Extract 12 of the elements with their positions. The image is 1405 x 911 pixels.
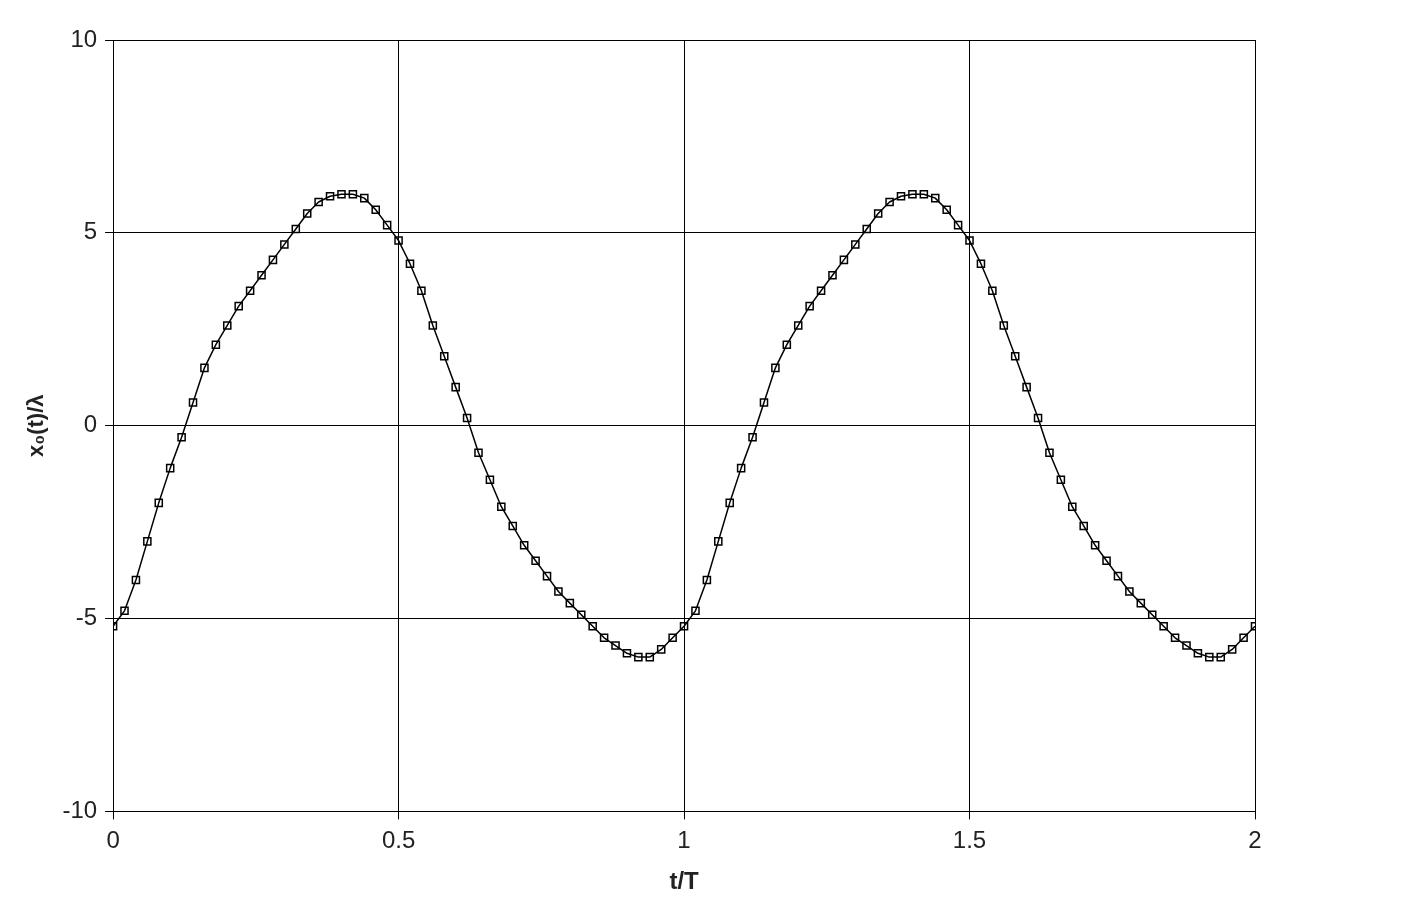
x-tick-label: 1.5	[952, 826, 987, 854]
y-tick-label: 10	[70, 24, 98, 52]
x-tick-label: 1	[677, 826, 691, 854]
x-axis-title: t/T	[669, 867, 700, 895]
x-tick-label: 0.5	[381, 826, 416, 854]
y-tick-label: 0	[83, 410, 98, 438]
y-tick-label: -5	[75, 603, 98, 631]
y-tick-label: -10	[62, 796, 98, 824]
y-axis-title: x₀(t)/λ	[23, 394, 49, 457]
x-tick-label: 2	[1248, 826, 1262, 854]
y-tick-label: 5	[83, 217, 98, 245]
x-tick-label: 0	[106, 826, 120, 854]
